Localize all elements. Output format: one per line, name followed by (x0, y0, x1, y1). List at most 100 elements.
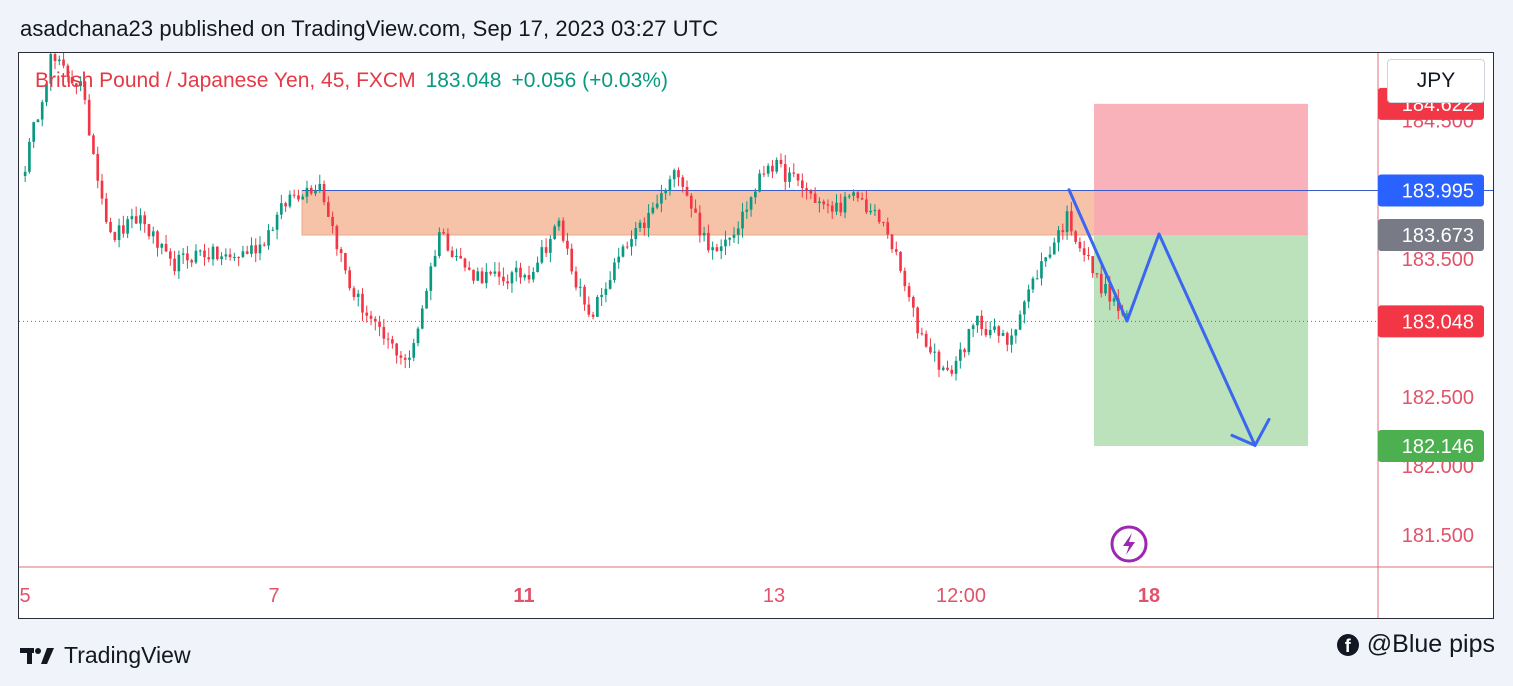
candle-body (169, 251, 172, 259)
candle-body (403, 357, 407, 360)
chart-canvas[interactable]: 184.500183.500182.500182.000181.500184.6… (19, 53, 1493, 618)
candle-body (1035, 278, 1039, 280)
candle-body (467, 267, 471, 270)
legend-price: 183.048 (425, 69, 502, 92)
candle-body (536, 262, 539, 273)
candle-body (997, 326, 1001, 336)
candle-body (732, 234, 736, 238)
candle-body (929, 346, 932, 353)
candle-body (288, 194, 292, 207)
candle-body (53, 54, 57, 62)
candle-body (134, 216, 138, 224)
candle-body (292, 194, 296, 196)
candle-body (502, 276, 505, 282)
candle-body (271, 229, 275, 231)
candle-body (224, 254, 228, 257)
candle-body (788, 172, 791, 182)
candle-body (993, 326, 996, 330)
facebook-icon: f (1336, 633, 1359, 656)
candle-body (600, 294, 603, 297)
candle-body (156, 231, 159, 248)
candle-body (1057, 230, 1060, 243)
candle-body (335, 226, 339, 250)
candle-body (70, 77, 74, 84)
candle-body (275, 214, 279, 230)
candle-body (399, 355, 403, 358)
candle-body (322, 184, 326, 203)
candle-body (886, 222, 890, 235)
candle-body (591, 314, 595, 317)
candle-body (1070, 211, 1073, 232)
chart-panel[interactable]: 184.500 183.500 182.500 182.000 181.500 184.6… (18, 52, 1494, 619)
time-tick-label: 12:00 (936, 585, 986, 607)
candle-body (771, 165, 774, 172)
candle-body (689, 195, 693, 209)
candle-body (130, 216, 134, 220)
candle-body (882, 221, 885, 223)
candle-body (681, 177, 685, 187)
candle-body (745, 209, 749, 212)
candle-body (805, 188, 808, 191)
candle-body (813, 193, 817, 203)
symbol-name: British Pound / Japanese Yen, 45, FXCM (35, 69, 416, 92)
candle-body (352, 288, 356, 297)
candle-body (608, 280, 612, 289)
candle-body (890, 234, 894, 250)
candle-body (920, 333, 924, 335)
candle-body (668, 179, 672, 191)
currency-button[interactable]: JPY (1387, 59, 1485, 103)
candle-body (916, 307, 919, 334)
candle-body (907, 286, 911, 298)
candle-body (493, 271, 497, 274)
candle-body (835, 202, 838, 212)
candle-body (1031, 278, 1035, 290)
projection-arrowhead (1230, 417, 1271, 447)
candle-body (959, 349, 962, 361)
candle-body (903, 270, 907, 287)
brand-text: TradingView (64, 642, 191, 668)
candle-body (711, 247, 714, 251)
tradingview-logo-icon (20, 647, 54, 664)
candle-body (446, 233, 450, 251)
candle-body (843, 196, 847, 213)
candle-body (702, 232, 706, 236)
candle-body (941, 367, 945, 370)
candle-body (32, 122, 35, 142)
candle-body (348, 270, 351, 289)
candle-body (1082, 248, 1086, 255)
candle-body (894, 249, 898, 252)
candle-body (79, 81, 82, 87)
candle-body (267, 230, 270, 246)
candle-body (220, 256, 223, 260)
candle-body (728, 237, 732, 240)
author-credit: f @Blue pips (1336, 630, 1495, 659)
candle-body (933, 351, 937, 353)
candle-body (186, 253, 189, 261)
candle-body (391, 339, 394, 344)
candle-body (655, 203, 659, 208)
candle-body (638, 222, 642, 229)
candle-body (617, 256, 621, 263)
candle-body (574, 271, 578, 288)
candle-body (912, 297, 915, 308)
candle-body (946, 367, 949, 370)
candle-body (587, 304, 591, 315)
candle-body (62, 59, 65, 66)
candle-body (228, 254, 232, 258)
candle-body (361, 293, 364, 313)
candle-body (339, 249, 343, 254)
candle-body (553, 226, 556, 239)
candle-body (429, 266, 433, 291)
candle-body (856, 192, 860, 199)
candle-body (420, 308, 424, 329)
candle-body (365, 312, 369, 316)
candle-body (792, 172, 796, 174)
price-tick-label: 181.500 (1402, 525, 1474, 547)
candle-body (796, 173, 800, 181)
price-badge-label: 183.995 (1402, 180, 1474, 202)
candle-body (1040, 261, 1043, 279)
candle-body (625, 246, 629, 248)
candle-body (1112, 298, 1116, 302)
candle-body (971, 325, 975, 330)
tradingview-logo[interactable]: TradingView (20, 642, 191, 669)
